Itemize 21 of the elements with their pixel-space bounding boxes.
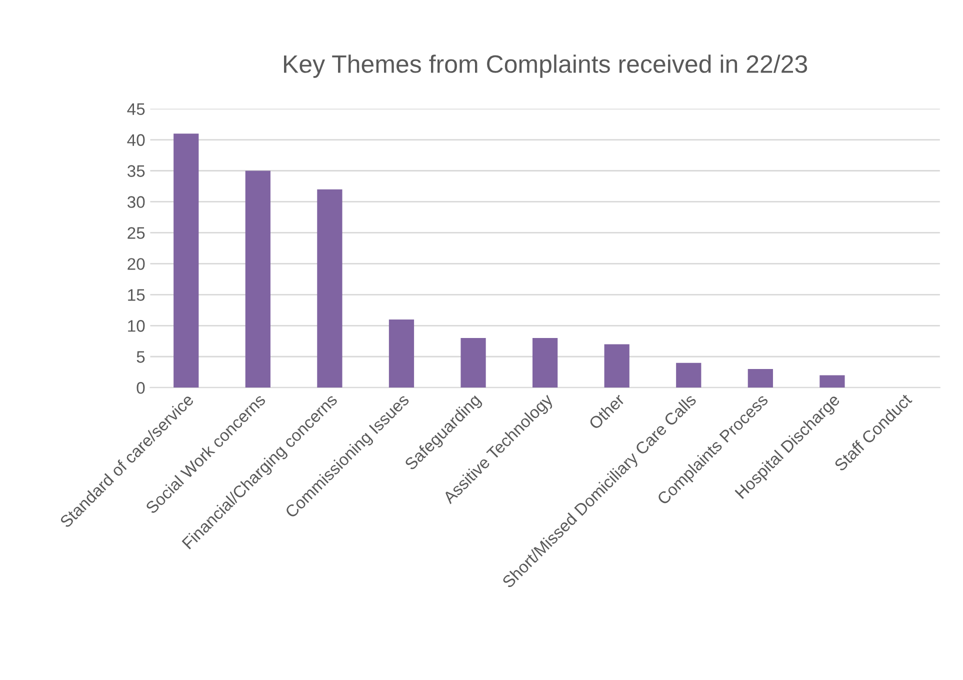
y-tick-label: 10 [128,320,145,332]
bar [317,189,342,388]
y-tick-label: 20 [128,258,145,270]
y-tick-label: 25 [128,227,145,239]
bar [820,375,845,388]
y-tick-label: 30 [127,196,145,208]
bar [174,134,199,388]
y-tick-label: 40 [127,134,145,146]
bar [388,319,414,388]
y-tick-label: 0 [136,382,145,394]
bar [676,362,702,388]
bar [532,338,558,388]
bar [460,338,486,388]
chart-title: Key Themes from Complaints received in 22/23 [284,54,808,78]
y-tick-label: 45 [127,103,145,116]
y-tick-label: 5 [136,351,145,363]
bar [748,369,773,388]
y-tick-label: 35 [127,165,145,177]
bar [604,344,630,388]
bar [245,170,270,388]
y-tick-label: 15 [128,289,145,301]
